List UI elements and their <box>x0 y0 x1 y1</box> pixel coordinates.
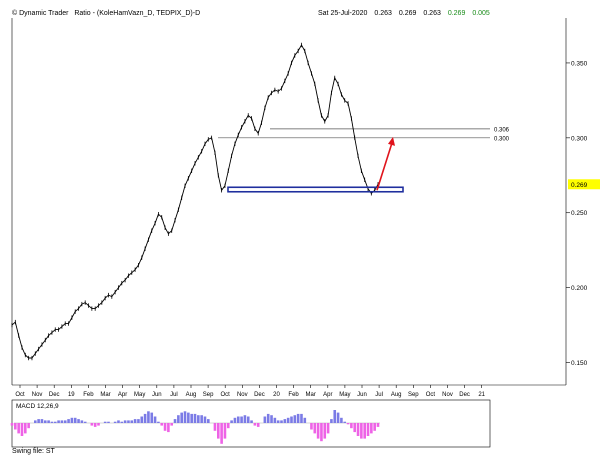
projection-arrow-line <box>376 142 393 191</box>
level-label: 0.300 <box>494 136 510 142</box>
y-tick-label: 0.150 <box>571 360 588 367</box>
x-tick-label: May <box>134 392 145 398</box>
current-value-highlight <box>568 179 600 190</box>
x-tick-label: Aug <box>186 392 197 398</box>
x-tick-label: 20 <box>273 392 280 398</box>
macd-panel-frame <box>11 399 491 448</box>
x-tick-label: 19 <box>68 392 75 398</box>
chart-title: Ratio - (KoleHamVazn_D, TEDPIX_D)-D <box>74 10 201 17</box>
x-tick-label: Sep <box>203 392 214 398</box>
x-tick-label: Nov <box>237 392 248 398</box>
macd-label: MACD 12,26,9 <box>16 403 59 410</box>
x-tick-label: Nov <box>32 392 43 398</box>
x-tick-label: Feb <box>288 392 299 398</box>
x-tick-label: Aug <box>391 392 402 398</box>
quote-close: 0.269 <box>447 10 466 17</box>
quote-low: 0.263 <box>423 10 441 17</box>
x-tick-label: Jul <box>375 392 383 398</box>
x-tick-label: Oct <box>426 392 436 398</box>
x-tick-label: Dec <box>459 392 470 398</box>
y-tick-label: 0.200 <box>571 285 588 292</box>
x-tick-label: 21 <box>478 392 485 398</box>
chart-header-left: © Dynamic Trader Ratio - (KoleHamVazn_D,… <box>12 10 200 17</box>
support-zone-box <box>227 186 404 193</box>
quote-date: Sat 25-Jul-2020 <box>318 10 368 17</box>
price-line <box>11 44 379 359</box>
x-tick-label: Jul <box>170 392 178 398</box>
y-tick-label: 0.250 <box>571 210 588 217</box>
x-tick-label: Dec <box>254 392 265 398</box>
y-tick-label: 0.300 <box>571 135 588 142</box>
y-tick-label: 0.350 <box>571 60 588 67</box>
x-tick-label: Feb <box>83 392 94 398</box>
quote-change: 0.005 <box>472 10 490 17</box>
quote-high: 0.269 <box>398 10 417 17</box>
swing-file-label: Swing file: ST <box>12 448 55 455</box>
x-tick-label: Mar <box>306 392 316 398</box>
x-tick-label: Nov <box>442 392 453 398</box>
x-tick-label: Sep <box>408 392 419 398</box>
app-name: © Dynamic Trader <box>12 10 69 17</box>
x-tick-label: Jun <box>357 392 367 398</box>
x-tick-label: Oct <box>221 392 231 398</box>
x-tick-label: Apr <box>118 392 127 398</box>
x-tick-label: Oct <box>15 392 25 398</box>
x-tick-label: Dec <box>49 392 60 398</box>
level-label: 0.306 <box>494 127 510 133</box>
x-tick-label: May <box>339 392 350 398</box>
x-tick-label: Jun <box>152 392 162 398</box>
x-tick-label: Apr <box>323 392 332 398</box>
current-value-label: 0.269 <box>571 182 588 189</box>
quote-open: 0.263 <box>374 10 392 17</box>
projection-arrow-head <box>388 136 395 146</box>
quote-readout: Sat 25-Jul-2020 0.263 0.269 0.263 0.269 … <box>318 10 495 17</box>
x-tick-label: Mar <box>100 392 110 398</box>
